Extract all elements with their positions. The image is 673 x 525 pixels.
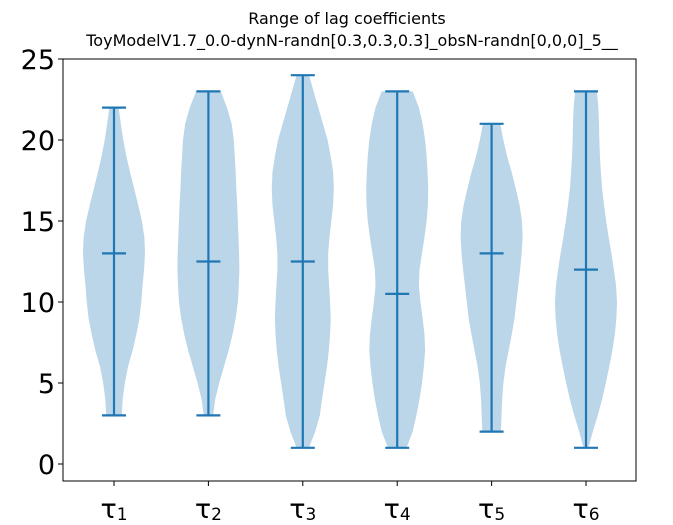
violin-bodies [83,75,617,448]
y-tick-label: 0 [38,450,55,481]
chart-subtitle: ToyModelV1.7_0.0-dynN-randn[0.3,0.3,0.3]… [85,31,619,51]
y-tick-label: 25 [21,45,55,76]
x-tick-label: τ2 [195,494,222,525]
chart-title: Range of lag coefficients [248,9,446,28]
violin-lines [102,74,598,449]
x-tick-label: τ6 [572,494,599,525]
x-tick-label: τ3 [289,494,316,525]
x-tick-label: τ1 [100,494,127,525]
y-tick-label: 15 [21,207,55,238]
x-tick-label: τ5 [478,494,505,525]
x-axis: τ1 τ2 τ3 τ4 τ5 τ6 [100,481,600,525]
y-tick-label: 5 [38,369,55,400]
plot-frame [62,58,637,482]
y-tick-label: 20 [21,126,55,157]
y-axis: 0 5 10 15 20 25 [21,45,63,481]
y-tick-label: 10 [21,288,55,319]
x-tick-label: τ4 [384,494,411,525]
